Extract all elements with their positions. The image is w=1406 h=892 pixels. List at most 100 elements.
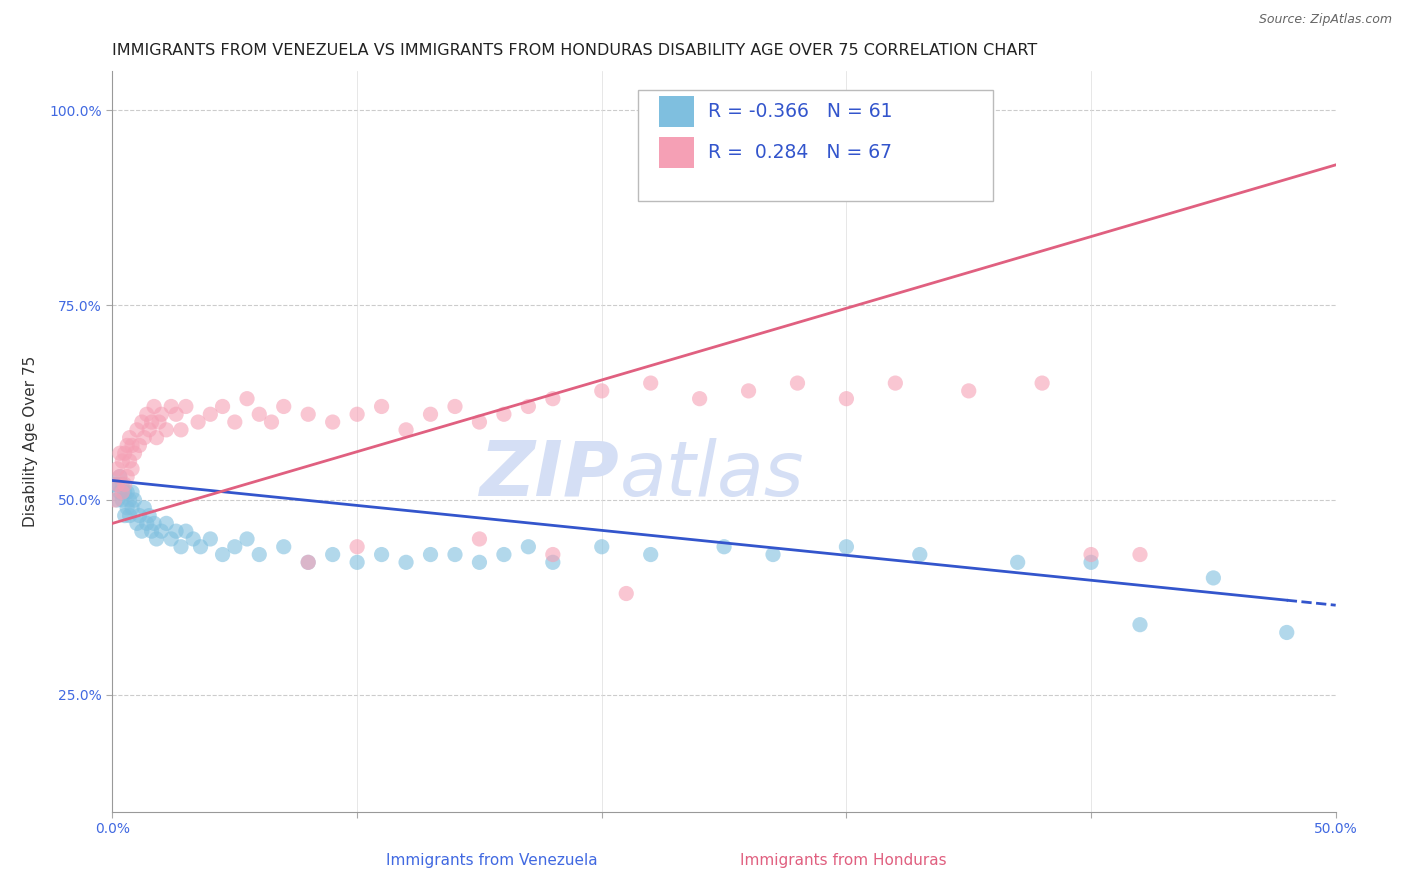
Point (174, 524, 197, 538)
Point (118, 431, 141, 445)
Point (468, 415, 491, 429)
Point (541, 555, 564, 569)
Point (141, 415, 163, 429)
Point (1129, 617, 1152, 632)
Point (1275, 625, 1298, 640)
FancyBboxPatch shape (638, 90, 993, 201)
Point (111, 477, 134, 491)
Point (444, 400, 467, 414)
Point (236, 532, 259, 546)
Point (200, 407, 222, 421)
Point (884, 376, 907, 390)
Point (114, 446, 136, 460)
Point (150, 524, 173, 538)
Point (640, 376, 662, 390)
Point (297, 555, 319, 569)
Point (211, 548, 233, 562)
Point (160, 400, 183, 414)
Point (419, 548, 441, 562)
Point (111, 454, 134, 468)
Point (118, 493, 141, 508)
Point (125, 516, 148, 531)
Point (835, 392, 858, 406)
Point (273, 540, 295, 554)
Point (165, 407, 187, 421)
Point (108, 485, 131, 500)
Point (395, 423, 418, 437)
Point (517, 540, 540, 554)
Point (111, 493, 134, 508)
Point (145, 431, 167, 445)
Point (155, 423, 177, 437)
Point (273, 400, 295, 414)
Point (118, 454, 141, 468)
Point (468, 532, 491, 546)
Point (121, 500, 143, 515)
Text: R =  0.284   N = 67: R = 0.284 N = 67 (709, 143, 893, 161)
Point (492, 407, 515, 421)
Point (131, 524, 153, 538)
Point (591, 384, 613, 398)
Point (370, 400, 392, 414)
Point (444, 548, 467, 562)
Point (468, 555, 491, 569)
Point (114, 508, 136, 523)
Point (108, 446, 131, 460)
Point (370, 548, 392, 562)
Point (517, 400, 540, 414)
Point (114, 485, 136, 500)
Point (105, 462, 128, 476)
Point (138, 508, 160, 523)
Text: Immigrants from Honduras: Immigrants from Honduras (741, 854, 946, 868)
Point (395, 555, 418, 569)
Point (260, 415, 283, 429)
Point (492, 548, 515, 562)
Point (125, 423, 148, 437)
Point (541, 548, 564, 562)
Point (640, 548, 662, 562)
Point (1080, 555, 1102, 569)
Point (115, 469, 138, 483)
Point (111, 485, 134, 500)
Point (170, 423, 193, 437)
Text: atlas: atlas (620, 438, 804, 512)
Point (115, 500, 138, 515)
Point (105, 493, 128, 508)
Point (236, 392, 259, 406)
Point (322, 415, 344, 429)
Point (190, 540, 212, 554)
Point (322, 548, 344, 562)
Point (541, 392, 564, 406)
Point (247, 407, 270, 421)
Point (346, 555, 368, 569)
Point (114, 477, 136, 491)
Point (155, 516, 177, 531)
Point (713, 540, 735, 554)
Point (786, 376, 808, 390)
Point (141, 524, 163, 538)
Point (165, 524, 187, 538)
Text: Source: ZipAtlas.com: Source: ZipAtlas.com (1258, 13, 1392, 27)
Text: R = -0.366   N = 61: R = -0.366 N = 61 (709, 102, 893, 120)
Point (115, 438, 138, 452)
Point (346, 407, 368, 421)
Text: IMMIGRANTS FROM VENEZUELA VS IMMIGRANTS FROM HONDURAS DISABILITY AGE OVER 75 COR: IMMIGRANTS FROM VENEZUELA VS IMMIGRANTS … (112, 43, 1038, 58)
Point (200, 532, 222, 546)
Point (115, 485, 138, 500)
Bar (659, 95, 693, 127)
Point (835, 540, 858, 554)
Point (614, 586, 637, 600)
Point (150, 407, 173, 421)
Point (187, 415, 209, 429)
Point (128, 438, 150, 452)
Point (591, 540, 613, 554)
Point (224, 415, 246, 429)
Point (160, 532, 183, 546)
Point (121, 438, 143, 452)
Point (211, 400, 233, 414)
Point (104, 477, 127, 491)
Point (247, 548, 270, 562)
Point (121, 462, 143, 476)
Point (148, 415, 170, 429)
Point (104, 493, 127, 508)
